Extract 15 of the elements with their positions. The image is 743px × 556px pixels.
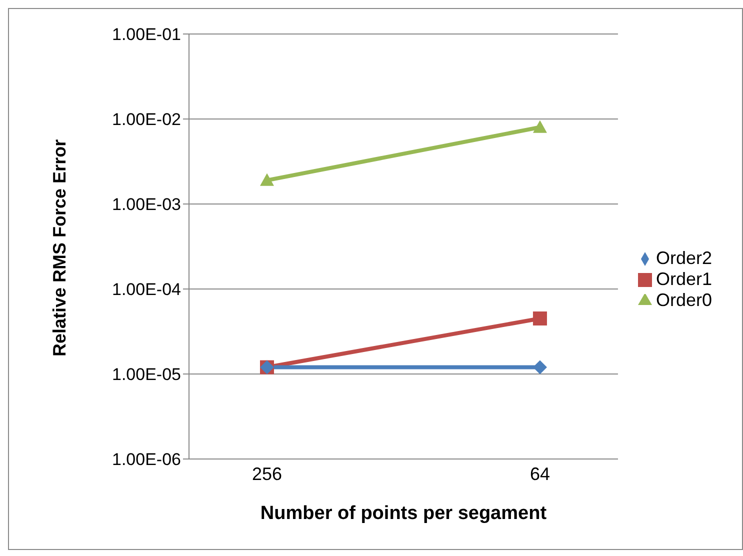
y-tick-label: 1.00E-06 — [112, 450, 181, 470]
point — [532, 360, 547, 374]
y-tick-label: 1.00E-04 — [112, 280, 181, 300]
point — [532, 311, 547, 326]
y-tick-label: 1.00E-02 — [112, 110, 181, 130]
legend-label: Order2 — [656, 248, 712, 268]
y-tick-label: 1.00E-05 — [112, 365, 181, 384]
legend-label: Order0 — [656, 290, 712, 310]
x-tick-label: 64 — [530, 464, 550, 484]
y-tick-label: 1.00E-01 — [112, 25, 181, 44]
x-axis-title: Number of points per segament — [260, 503, 548, 524]
x-tick-label: 256 — [252, 464, 282, 484]
y-axis-title: Relative RMS Force Error — [49, 139, 70, 356]
y-tick-label: 1.00E-03 — [112, 195, 181, 214]
legend-label: Order1 — [656, 268, 712, 288]
